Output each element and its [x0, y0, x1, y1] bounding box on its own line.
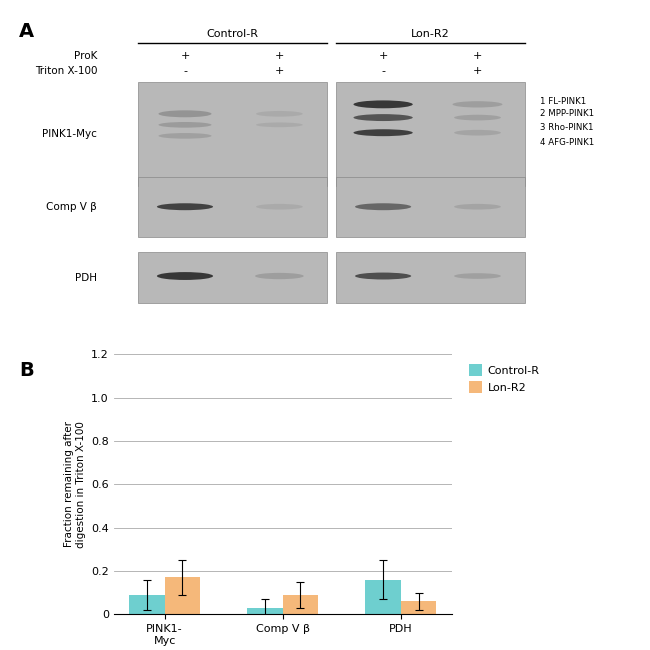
FancyBboxPatch shape: [138, 252, 326, 303]
Text: Control-R: Control-R: [206, 29, 258, 39]
Text: +: +: [180, 51, 190, 62]
Text: PDH: PDH: [75, 272, 98, 283]
Ellipse shape: [256, 111, 303, 116]
Ellipse shape: [454, 130, 501, 136]
FancyBboxPatch shape: [336, 83, 525, 187]
Text: +: +: [473, 66, 482, 76]
Ellipse shape: [157, 272, 213, 280]
Text: ProK: ProK: [74, 51, 98, 62]
Ellipse shape: [159, 133, 211, 138]
Text: B: B: [20, 361, 34, 380]
Text: Lon-R2: Lon-R2: [411, 29, 450, 39]
Text: 1 FL-PINK1: 1 FL-PINK1: [540, 97, 586, 106]
Text: 3 Rho-PINK1: 3 Rho-PINK1: [540, 124, 594, 133]
Ellipse shape: [255, 273, 304, 279]
Text: +: +: [378, 51, 388, 62]
Text: +: +: [473, 51, 482, 62]
Bar: [164, 577, 200, 614]
Ellipse shape: [159, 111, 211, 117]
Text: PINK1-Myc: PINK1-Myc: [42, 129, 98, 139]
Ellipse shape: [355, 203, 411, 210]
Legend: Control-R, Lon-R2: Control-R, Lon-R2: [464, 360, 544, 397]
Y-axis label: Fraction remaining after
digestion in Triton X-100: Fraction remaining after digestion in Tr…: [64, 421, 86, 548]
FancyBboxPatch shape: [336, 252, 525, 303]
Ellipse shape: [454, 115, 501, 120]
Ellipse shape: [454, 273, 501, 279]
Text: -: -: [381, 66, 385, 76]
Ellipse shape: [256, 122, 303, 127]
Text: A: A: [20, 23, 34, 42]
Bar: [247, 608, 283, 614]
Text: +: +: [275, 66, 284, 76]
Bar: [283, 595, 318, 614]
Ellipse shape: [454, 204, 501, 209]
Text: 2 MPP-PINK1: 2 MPP-PINK1: [540, 109, 594, 118]
Ellipse shape: [157, 203, 213, 210]
Text: 4 AFG-PINK1: 4 AFG-PINK1: [540, 138, 595, 147]
Ellipse shape: [354, 129, 413, 136]
Text: Triton X-100: Triton X-100: [34, 66, 98, 76]
Ellipse shape: [159, 122, 211, 127]
FancyBboxPatch shape: [138, 83, 326, 187]
FancyBboxPatch shape: [138, 177, 326, 237]
Bar: [365, 580, 401, 614]
Ellipse shape: [355, 272, 411, 280]
FancyBboxPatch shape: [336, 177, 525, 237]
Text: Comp V β: Comp V β: [47, 202, 98, 212]
Bar: [129, 595, 164, 614]
Ellipse shape: [256, 204, 303, 209]
Text: +: +: [275, 51, 284, 62]
Ellipse shape: [452, 101, 502, 107]
Bar: [401, 601, 436, 614]
Ellipse shape: [354, 100, 413, 109]
Ellipse shape: [354, 114, 413, 121]
Text: -: -: [183, 66, 187, 76]
